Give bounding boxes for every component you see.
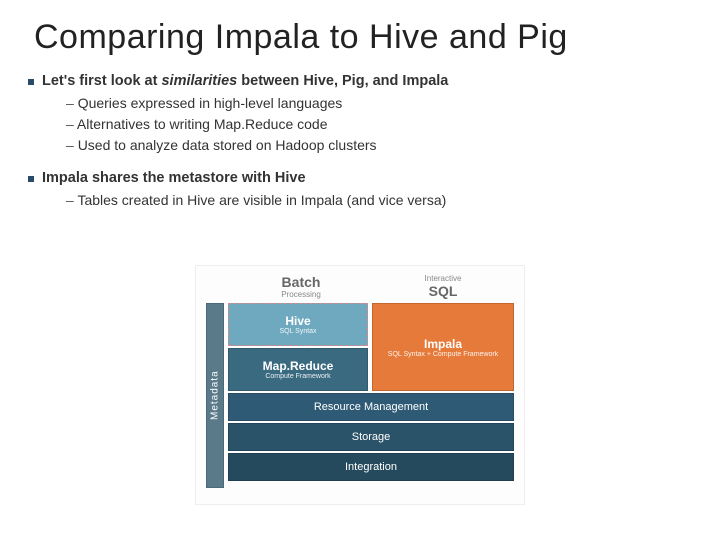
bullet-2-text: Impala shares the metastore with Hive [42, 170, 306, 186]
content-area: Let's first look at similarities between… [0, 57, 720, 211]
impala-block: Impala SQL Syntax + Compute Framework [372, 303, 514, 391]
hive-sub: SQL Syntax [279, 328, 316, 335]
metadata-bar: Metadata [206, 303, 224, 488]
resource-label: Resource Management [314, 401, 428, 413]
header-sql-title: SQL [372, 283, 514, 299]
architecture-diagram: Batch Processing Interactive SQL Metadat… [195, 265, 525, 505]
slide-title: Comparing Impala to Hive and Pig [0, 0, 720, 57]
sub-item: Alternatives to writing Map.Reduce code [66, 114, 720, 135]
impala-title: Impala [424, 337, 462, 351]
bullet-2: Impala shares the metastore with Hive [28, 170, 720, 186]
sub-list-2: Tables created in Hive are visible in Im… [28, 190, 720, 211]
header-batch-sub: Processing [230, 290, 372, 299]
mapreduce-sub: Compute Framework [265, 373, 330, 380]
diagram-body: Metadata Hive SQL Syntax Map.Reduce Comp… [206, 303, 514, 488]
sub-item: Tables created in Hive are visible in Im… [66, 190, 720, 211]
hive-block: Hive SQL Syntax [228, 303, 368, 346]
impala-sub: SQL Syntax + Compute Framework [382, 351, 504, 358]
diagram-headers: Batch Processing Interactive SQL [206, 274, 514, 299]
header-sql: Interactive SQL [372, 274, 514, 299]
bullet-square-icon [28, 79, 34, 85]
top-row: Hive SQL Syntax Map.Reduce Compute Frame… [228, 303, 514, 391]
sub-item: Queries expressed in high-level language… [66, 93, 720, 114]
mapreduce-title: Map.Reduce [263, 359, 334, 373]
bullet-square-icon [28, 176, 34, 182]
diagram-stack: Hive SQL Syntax Map.Reduce Compute Frame… [228, 303, 514, 488]
sub-item: Used to analyze data stored on Hadoop cl… [66, 135, 720, 156]
storage-label: Storage [352, 431, 391, 443]
batch-column: Hive SQL Syntax Map.Reduce Compute Frame… [228, 303, 368, 391]
resource-block: Resource Management [228, 393, 514, 421]
bullet-1-before: Let's first look at [42, 73, 161, 89]
header-sql-before: Interactive [372, 274, 514, 283]
bullet-1: Let's first look at similarities between… [28, 73, 720, 89]
bullet-1-after: between Hive, Pig, and Impala [237, 73, 448, 89]
mapreduce-block: Map.Reduce Compute Framework [228, 348, 368, 391]
sub-list-1: Queries expressed in high-level language… [28, 93, 720, 156]
header-batch: Batch Processing [230, 274, 372, 299]
storage-block: Storage [228, 423, 514, 451]
integration-block: Integration [228, 453, 514, 481]
header-batch-title: Batch [230, 274, 372, 290]
hive-title: Hive [285, 314, 310, 328]
integration-label: Integration [345, 461, 397, 473]
bullet-1-bold: similarities [161, 73, 237, 89]
